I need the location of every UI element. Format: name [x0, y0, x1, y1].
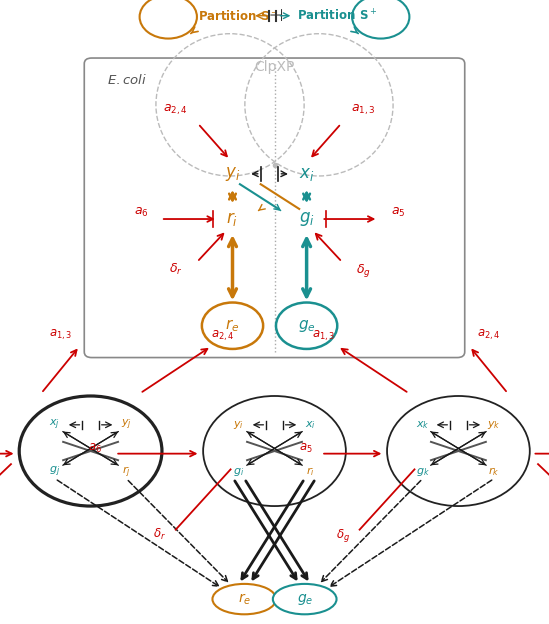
Text: $\boldsymbol{a_5}$: $\boldsymbol{a_5}$ [391, 207, 405, 220]
Text: $\boldsymbol{r_k}$: $\boldsymbol{r_k}$ [489, 466, 500, 479]
Text: $\boldsymbol{a_{2,4}}$: $\boldsymbol{a_{2,4}}$ [477, 328, 500, 342]
Text: $\boldsymbol{r_j}$: $\boldsymbol{r_j}$ [122, 464, 131, 480]
Text: $y_i$: $y_i$ [225, 165, 240, 183]
Text: $\boldsymbol{a_{1,3}}$: $\boldsymbol{a_{1,3}}$ [312, 329, 335, 343]
Text: $\boldsymbol{x_k}$: $\boldsymbol{x_k}$ [416, 419, 429, 431]
Text: $\boldsymbol{g_k}$: $\boldsymbol{g_k}$ [416, 466, 430, 478]
Text: Partition S$^-$: Partition S$^-$ [198, 9, 278, 22]
Text: $g_e$: $g_e$ [298, 318, 316, 334]
Text: $\boldsymbol{a_6}$: $\boldsymbol{a_6}$ [88, 442, 102, 455]
Text: $\boldsymbol{a_{2,4}}$: $\boldsymbol{a_{2,4}}$ [164, 103, 188, 117]
Circle shape [276, 303, 337, 349]
Text: $\boldsymbol{\delta_r}$: $\boldsymbol{\delta_r}$ [153, 527, 166, 542]
Text: $r_i$: $r_i$ [227, 210, 238, 228]
Text: $g_e$: $g_e$ [296, 592, 313, 607]
Ellipse shape [387, 396, 530, 506]
Text: $x_i$: $x_i$ [299, 165, 315, 183]
Text: $\boldsymbol{a_5}$: $\boldsymbol{a_5}$ [299, 442, 313, 455]
Text: $\boldsymbol{a_{1,3}}$: $\boldsymbol{a_{1,3}}$ [49, 328, 72, 342]
Text: $\boldsymbol{\delta_g}$: $\boldsymbol{\delta_g}$ [336, 527, 350, 544]
Text: $\boldsymbol{g_i}$: $\boldsymbol{g_i}$ [233, 466, 244, 478]
Circle shape [212, 584, 276, 614]
Text: $\boldsymbol{\delta_r}$: $\boldsymbol{\delta_r}$ [169, 262, 182, 278]
Text: $\boldsymbol{a_6}$: $\boldsymbol{a_6}$ [134, 207, 148, 220]
Text: $\boldsymbol{a_{2,4}}$: $\boldsymbol{a_{2,4}}$ [211, 329, 234, 343]
Text: $r_e$: $r_e$ [238, 592, 251, 607]
Text: $\boldsymbol{y_i}$: $\boldsymbol{y_i}$ [233, 419, 244, 431]
FancyBboxPatch shape [85, 58, 465, 358]
Ellipse shape [19, 396, 162, 506]
Ellipse shape [203, 396, 346, 506]
Text: $\boldsymbol{a_{1,3}}$: $\boldsymbol{a_{1,3}}$ [351, 103, 376, 117]
Text: $g_i$: $g_i$ [299, 210, 315, 228]
Text: $r_e$: $r_e$ [225, 318, 240, 334]
Circle shape [273, 584, 337, 614]
Text: $\dashv$: $\dashv$ [265, 7, 284, 25]
Text: $\boldsymbol{\delta_g}$: $\boldsymbol{\delta_g}$ [356, 263, 371, 280]
Text: $\boldsymbol{y_j}$: $\boldsymbol{y_j}$ [121, 417, 132, 432]
Text: $\boldsymbol{x_j}$: $\boldsymbol{x_j}$ [49, 417, 60, 432]
Text: $\boldsymbol{x_i}$: $\boldsymbol{x_i}$ [305, 419, 316, 431]
Text: $\boldsymbol{y_k}$: $\boldsymbol{y_k}$ [488, 419, 501, 431]
Text: $\boldsymbol{r_i}$: $\boldsymbol{r_i}$ [306, 466, 315, 479]
Circle shape [202, 303, 263, 349]
Text: $E.coli$: $E.coli$ [107, 73, 147, 87]
Text: Partition S$^+$: Partition S$^+$ [297, 8, 377, 23]
Text: ClpXP: ClpXP [254, 61, 295, 74]
Text: $\boldsymbol{g_j}$: $\boldsymbol{g_j}$ [49, 465, 60, 479]
